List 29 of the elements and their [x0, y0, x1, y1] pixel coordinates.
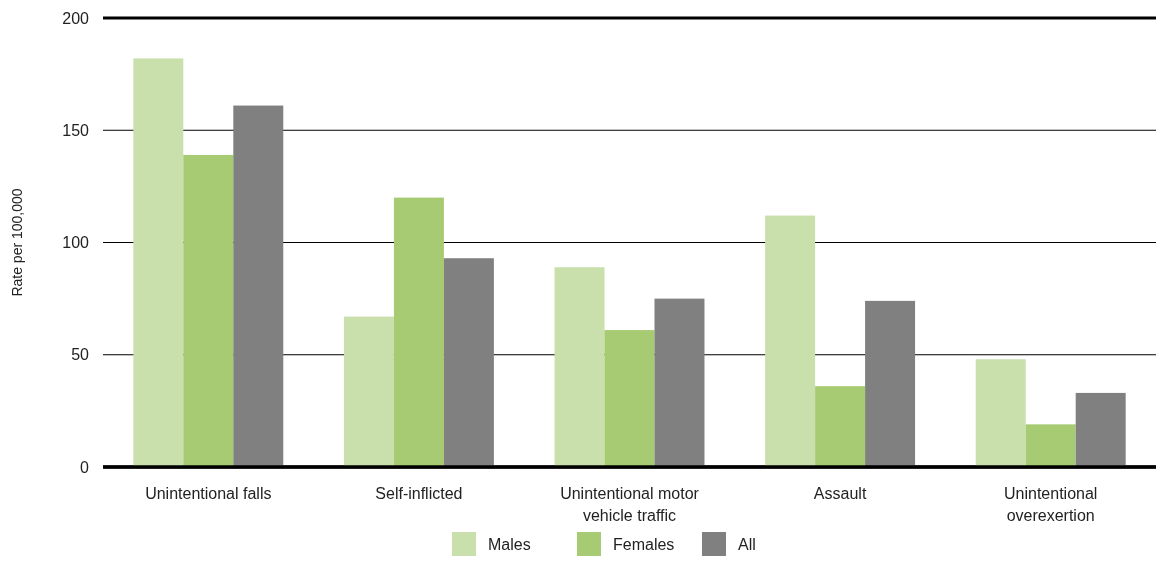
y-axis-title: Rate per 100,000 [9, 188, 25, 297]
legend-label: Males [488, 535, 531, 553]
bar [554, 267, 605, 467]
bar [654, 298, 705, 467]
y-tick-label: 150 [62, 121, 90, 139]
x-tick-label: Self-inflicted [375, 485, 463, 502]
y-tick-label: 200 [62, 9, 90, 27]
bar [1025, 424, 1076, 467]
legend-label: Females [613, 535, 675, 553]
x-tick-label: Unintentional motor vehicle traffic [560, 485, 700, 524]
y-tick-label: 100 [62, 234, 90, 252]
x-tick-label: Unintentional falls [145, 485, 272, 502]
bar [604, 330, 655, 467]
x-tick-label: Assault [813, 485, 867, 502]
bar [975, 359, 1026, 467]
bar [183, 154, 234, 467]
bar [765, 215, 816, 467]
bar [443, 258, 494, 467]
y-tick-label: 0 [80, 458, 90, 476]
bar [815, 386, 866, 467]
bar [233, 105, 284, 467]
bar [393, 197, 444, 467]
y-tick-label: 50 [71, 346, 90, 364]
bar [865, 300, 916, 467]
bar [1075, 392, 1126, 467]
bar [133, 58, 184, 467]
legend-label: All [738, 535, 756, 553]
bar [343, 316, 394, 467]
x-tick-label: Unintentional overexertion [1004, 485, 1098, 524]
